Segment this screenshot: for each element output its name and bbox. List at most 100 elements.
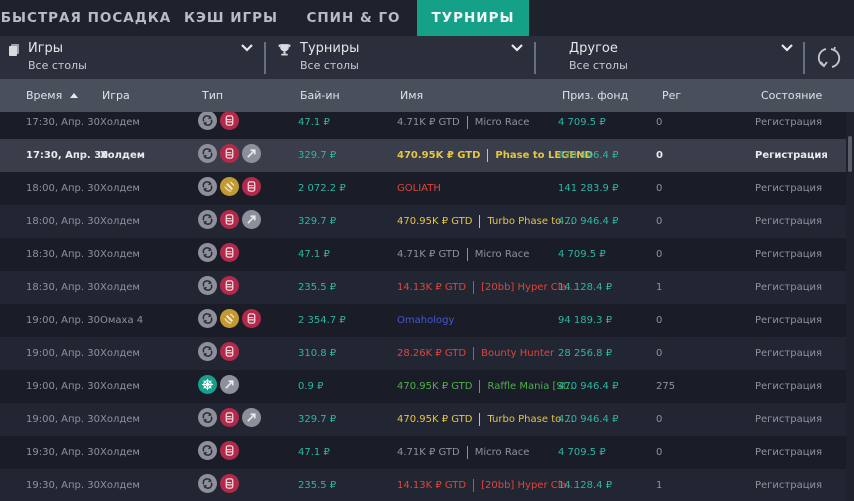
tournament-row[interactable]: 18:30, Апр. 30 Холдем 47.1 ₽ 4.71K ₽ GTD… [0, 238, 846, 271]
buy-in: 310.8 ₽ [298, 348, 337, 359]
filter-divider [264, 42, 266, 74]
turbo-icon [242, 210, 261, 229]
other-filter-dropdown[interactable]: Другое Все столы [538, 36, 800, 79]
start-time: 19:30, Апр. 30 [26, 447, 100, 458]
tournament-status: Регистрация [755, 315, 823, 326]
guarantee-amount: 4.71K ₽ GTD [397, 117, 460, 128]
game-type: Холдем [100, 348, 140, 359]
knockout-icon [220, 474, 239, 493]
column-header-registered[interactable]: Рег [662, 89, 682, 102]
filter-bar: Игры Все столы Турниры Все столы Другое … [0, 36, 854, 79]
lobby-tabs: БЫСТРАЯ ПОСАДКА КЭШ ИГРЫ СПИН & ГО ТУРНИ… [0, 0, 854, 36]
registered-count: 0 [656, 348, 663, 359]
other-filter-title: Другое [569, 41, 618, 56]
tournament-type-icons [198, 309, 261, 328]
tournament-row[interactable]: 17:30, Апр. 30 Холдем 47.1 ₽ 4.71K ₽ GTD… [0, 112, 846, 139]
knockout-icon [220, 441, 239, 460]
game-type: Холдем [100, 480, 140, 491]
game-type: Холдем [100, 150, 145, 161]
tournament-status: Регистрация [755, 414, 823, 425]
tournament-row[interactable]: 19:00, Апр. 30 Холдем 0.9 ₽ 470.95K ₽ GT… [0, 370, 846, 403]
freezeout-icon [198, 375, 217, 394]
name-separator [466, 446, 468, 459]
tab-tournaments[interactable]: ТУРНИРЫ [417, 0, 529, 36]
tournament-type-icons [198, 243, 239, 262]
re-entry-icon [198, 441, 217, 460]
tournament-row[interactable]: 17:30, Апр. 30 Холдем 329.7 ₽ 470.95K ₽ … [0, 139, 846, 172]
tournament-row[interactable]: 19:30, Апр. 30 Холдем 47.1 ₽ 4.71K ₽ GTD… [0, 436, 846, 469]
tournament-title: Micro Race [474, 447, 530, 458]
tournament-row[interactable]: 19:00, Апр. 30 Омаха 4 2 354.7 ₽ Omaholo… [0, 304, 846, 337]
tournament-row[interactable]: 18:30, Апр. 30 Холдем 235.5 ₽ 14.13K ₽ G… [0, 271, 846, 304]
scrollbar-thumb[interactable] [848, 136, 852, 172]
satellite-icon [220, 309, 239, 328]
tournament-status: Регистрация [755, 117, 823, 128]
name-separator [479, 215, 481, 228]
tournament-title: Bounty Hunter [481, 348, 555, 359]
tournament-row[interactable]: 19:30, Апр. 30 Холдем 235.5 ₽ 14.13K ₽ G… [0, 469, 846, 501]
start-time: 19:00, Апр. 30 [26, 381, 100, 392]
re-entry-icon [198, 112, 217, 130]
tournament-status: Регистрация [755, 183, 823, 194]
refresh-button[interactable] [815, 44, 843, 72]
start-time: 18:00, Апр. 30 [26, 183, 100, 194]
tournament-type-icons [198, 144, 261, 163]
guarantee-amount: 4.71K ₽ GTD [397, 249, 460, 260]
scrollbar[interactable] [846, 112, 854, 501]
start-time: 18:00, Апр. 30 [26, 216, 100, 227]
tab-spin-and-go[interactable]: СПИН & ГО [306, 10, 401, 26]
tournament-type-icons [198, 210, 261, 229]
tournament-row[interactable]: 19:00, Апр. 30 Холдем 310.8 ₽ 28.26K ₽ G… [0, 337, 846, 370]
prize-pool: 4 709.5 ₽ [558, 249, 606, 260]
buy-in: 0.9 ₽ [298, 381, 324, 392]
re-entry-icon [198, 309, 217, 328]
tournaments-filter-dropdown[interactable]: Турниры Все столы [268, 36, 532, 79]
knockout-icon [242, 177, 261, 196]
tournament-name: 470.95K ₽ GTD Turbo Phase to ... [397, 205, 574, 238]
tournament-row[interactable]: 19:00, Апр. 30 Холдем 329.7 ₽ 470.95K ₽ … [0, 403, 846, 436]
table-header: Время Игра Тип Бай-ин Имя Приз. фонд Рег… [0, 79, 854, 112]
tournament-title: Omahology [397, 315, 455, 326]
buy-in: 329.7 ₽ [298, 414, 337, 425]
registered-count: 0 [656, 414, 663, 425]
game-type: Холдем [100, 117, 140, 128]
column-header-name[interactable]: Имя [400, 89, 424, 102]
column-header-time[interactable]: Время [26, 79, 79, 112]
name-separator [473, 479, 475, 492]
tab-cash-games[interactable]: КЭШ ИГРЫ [183, 10, 279, 26]
prize-pool: 14 128.4 ₽ [558, 480, 613, 491]
tournament-title: [20bb] Hyper Cla... [481, 480, 577, 491]
refresh-icon [817, 46, 841, 68]
games-filter-dropdown[interactable]: Игры Все столы [0, 36, 262, 79]
column-header-buyin[interactable]: Бай-ин [300, 89, 340, 102]
turbo-icon [242, 408, 261, 427]
tournament-status: Регистрация [755, 216, 823, 227]
tournament-row[interactable]: 18:00, Апр. 30 Холдем 329.7 ₽ 470.95K ₽ … [0, 205, 846, 238]
registered-count: 1 [656, 282, 663, 293]
tournament-row[interactable]: 18:00, Апр. 30 Холдем 2 072.2 ₽ GOLIATH … [0, 172, 846, 205]
tab-quick-seat[interactable]: БЫСТРАЯ ПОСАДКА [0, 10, 172, 26]
tournament-title: Micro Race [474, 249, 530, 260]
column-header-type[interactable]: Тип [202, 89, 224, 102]
tournament-name: 28.26K ₽ GTD Bounty Hunter [397, 337, 554, 370]
column-header-game[interactable]: Игра [102, 89, 130, 102]
turbo-icon [242, 144, 261, 163]
tournament-name: 470.95K ₽ GTD Raffle Mania [St... [397, 370, 576, 403]
prize-pool: 94 189.3 ₽ [558, 315, 613, 326]
start-time: 18:30, Апр. 30 [26, 282, 100, 293]
tournament-status: Регистрация [755, 150, 828, 161]
tournament-name: 14.13K ₽ GTD [20bb] Hyper Cla... [397, 469, 576, 501]
name-separator [466, 116, 468, 129]
column-header-status[interactable]: Состояние [761, 89, 823, 102]
guarantee-amount: 470.95K ₽ GTD [397, 150, 481, 161]
column-header-prize-pool[interactable]: Приз. фонд [562, 89, 629, 102]
buy-in: 47.1 ₽ [298, 447, 330, 458]
guarantee-amount: 470.95K ₽ GTD [397, 381, 473, 392]
prize-pool: 14 128.4 ₽ [558, 282, 613, 293]
knockout-icon [220, 276, 239, 295]
tournament-status: Регистрация [755, 381, 823, 392]
prize-pool: 4 709.5 ₽ [558, 117, 606, 128]
tournament-status: Регистрация [755, 480, 823, 491]
knockout-icon [220, 408, 239, 427]
name-separator [487, 149, 489, 162]
